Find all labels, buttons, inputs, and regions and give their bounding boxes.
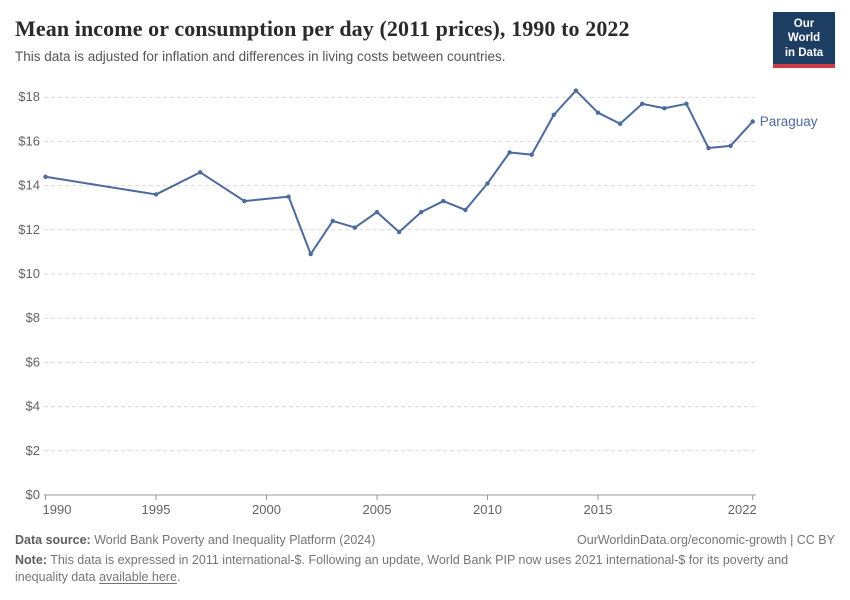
y-axis-tick-label: $14 — [18, 178, 40, 193]
data-point-marker[interactable] — [507, 150, 512, 155]
data-point-marker[interactable] — [551, 112, 556, 118]
owid-logo[interactable]: Our World in Data — [773, 12, 835, 69]
chart-subtitle: This data is adjusted for inflation and … — [15, 49, 506, 64]
chart-svg[interactable]: $0 $2 $4 $6 $8 $10 $12 $14 $16 $18 1990 1995 2000 200… — [0, 0, 850, 530]
x-axis-tick-label: 1995 — [142, 502, 171, 517]
note-available-here-link[interactable]: available here — [99, 569, 177, 584]
x-axis-tick-label: 2000 — [252, 502, 281, 517]
x-axis-tick-label: 1990 — [43, 502, 72, 517]
y-axis-tick-label: $0 — [26, 487, 40, 502]
note-text-end: . — [176, 569, 181, 584]
owid-logo-line1: Our World — [787, 18, 821, 45]
y-axis-tick-label: $12 — [18, 222, 40, 237]
data-point-marker[interactable] — [595, 110, 601, 115]
y-axis-tick-label: $2 — [26, 443, 40, 458]
data-point-marker[interactable] — [43, 174, 48, 179]
owid-logo-line2: in Data — [784, 46, 824, 59]
data-point-marker[interactable] — [441, 198, 446, 204]
data-point-marker[interactable] — [573, 88, 579, 93]
chart-footer: Data source: World Bank Poverty and Ineq… — [15, 532, 835, 585]
data-point-marker[interactable] — [374, 209, 380, 215]
data-point-marker[interactable] — [242, 198, 247, 204]
chart-note: Note: This data is expressed in 2011 int… — [15, 552, 835, 585]
x-axis-tick-label: 2010 — [473, 502, 502, 517]
x-axis-tick-label: 2005 — [363, 502, 392, 517]
data-point-marker[interactable] — [617, 121, 623, 126]
data-point-marker[interactable] — [728, 143, 733, 149]
chart-header: Mean income or consumption per day (2011… — [15, 16, 835, 64]
y-axis-tick-label: $6 — [26, 354, 40, 369]
data-point-marker[interactable] — [640, 101, 645, 107]
series-line[interactable] — [44, 89, 754, 256]
y-axis-tick-label: $10 — [18, 266, 40, 281]
y-axis-tick-label: $18 — [18, 89, 40, 104]
note-text: This data is expressed in 2011 internati… — [15, 553, 789, 584]
data-point-marker[interactable] — [529, 152, 534, 157]
y-axis-tick-label: $8 — [26, 310, 40, 325]
data-source: Data source: World Bank Poverty and Ineq… — [15, 532, 375, 548]
owid-url-link[interactable]: OurWorldinData.org/economic-growth | CC … — [577, 533, 835, 547]
data-point-marker[interactable] — [706, 145, 711, 151]
x-axis-tick-label: 2022 — [728, 502, 757, 517]
data-point-marker[interactable] — [352, 225, 358, 230]
page-title: Mean income or consumption per day (2011… — [15, 16, 630, 41]
data-point-marker[interactable] — [396, 229, 402, 235]
data-point-marker[interactable] — [198, 170, 203, 175]
data-point-marker[interactable] — [684, 101, 689, 107]
data-point-marker[interactable] — [286, 194, 291, 199]
source-row: Data source: World Bank Poverty and Ineq… — [15, 532, 835, 548]
data-point-marker[interactable] — [419, 209, 424, 215]
data-source-label: Data source: — [15, 533, 91, 547]
data-point-marker[interactable] — [308, 251, 313, 257]
data-point-marker[interactable] — [750, 119, 755, 124]
data-point-marker[interactable] — [330, 218, 335, 224]
data-point-marker[interactable] — [463, 207, 468, 213]
data-point-marker[interactable] — [485, 181, 490, 186]
x-axis-tick-label: 2015 — [584, 502, 613, 517]
data-point-marker[interactable] — [662, 106, 667, 111]
y-axis-tick-label: $4 — [26, 399, 40, 414]
data-source-text: World Bank Poverty and Inequality Platfo… — [90, 533, 376, 547]
entity-label[interactable]: Paraguay — [760, 114, 818, 129]
y-axis-tick-label: $16 — [18, 133, 40, 148]
note-label: Note: — [15, 553, 47, 568]
data-point-marker[interactable] — [153, 192, 159, 197]
